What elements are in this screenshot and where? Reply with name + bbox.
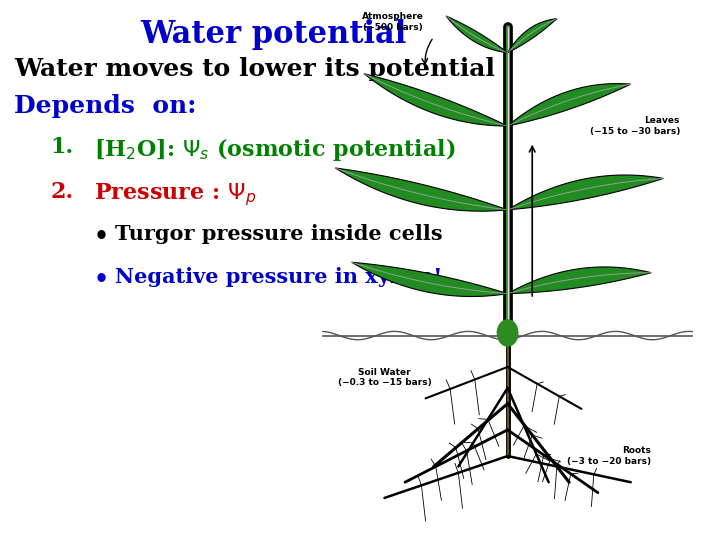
Polygon shape xyxy=(336,168,508,211)
Text: Roots
(−3 to −20 bars): Roots (−3 to −20 bars) xyxy=(567,447,652,465)
Text: Water potential: Water potential xyxy=(140,19,407,50)
Text: •: • xyxy=(94,267,109,291)
Text: Water moves to lower its potential: Water moves to lower its potential xyxy=(14,57,495,80)
Polygon shape xyxy=(351,262,508,296)
Text: 1.: 1. xyxy=(50,136,73,158)
Polygon shape xyxy=(508,84,631,126)
Text: Atmosphere
(−500 bars): Atmosphere (−500 bars) xyxy=(361,12,423,32)
Circle shape xyxy=(498,320,518,346)
Text: [H$_2$O]: $\Psi_s$ (osmotic potential): [H$_2$O]: $\Psi_s$ (osmotic potential) xyxy=(94,136,455,163)
Text: Leaves
(−15 to −30 bars): Leaves (−15 to −30 bars) xyxy=(590,116,680,136)
Text: Depends  on:: Depends on: xyxy=(14,94,197,118)
Polygon shape xyxy=(508,175,664,210)
Text: Pressure : $\Psi_p$: Pressure : $\Psi_p$ xyxy=(94,181,256,208)
Text: 2.: 2. xyxy=(50,181,73,203)
Text: •: • xyxy=(94,224,109,248)
Polygon shape xyxy=(446,16,508,53)
Polygon shape xyxy=(364,73,508,126)
Polygon shape xyxy=(508,267,652,294)
Polygon shape xyxy=(508,19,557,53)
Text: Negative pressure in xylem!: Negative pressure in xylem! xyxy=(115,267,443,287)
Text: Soil Water
(−0.3 to −15 bars): Soil Water (−0.3 to −15 bars) xyxy=(338,368,431,387)
Text: Turgor pressure inside cells: Turgor pressure inside cells xyxy=(115,224,443,244)
